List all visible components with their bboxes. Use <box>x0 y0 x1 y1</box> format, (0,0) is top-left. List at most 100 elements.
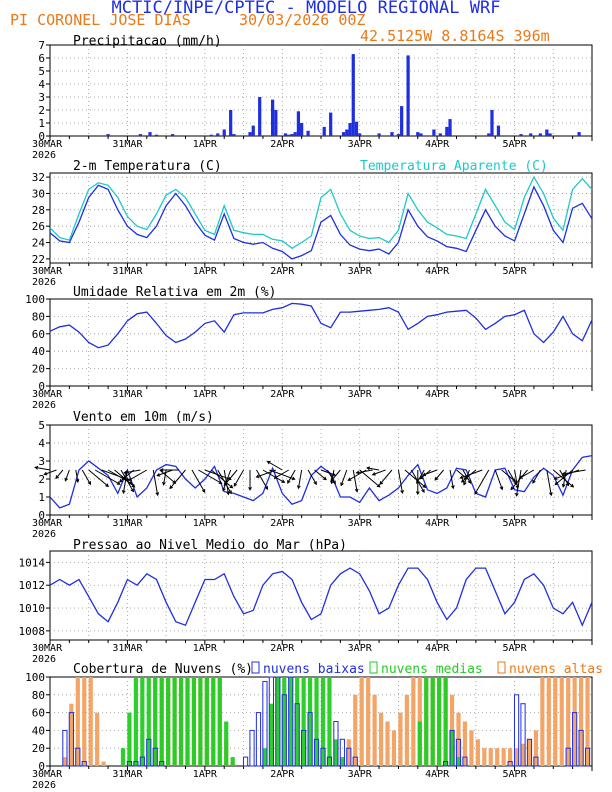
cloud-bar-nuvens-baixas <box>275 676 281 767</box>
cloud-bar-nuvens-baixas <box>565 747 571 767</box>
wind-vector-head <box>222 487 226 492</box>
precip-bar <box>577 132 581 136</box>
wind-vector-head <box>128 480 133 485</box>
wind-vector <box>262 469 285 483</box>
wind-vector-head <box>105 483 109 488</box>
rh-xtick-label: 1APR <box>193 389 218 400</box>
pres-xtick-label: 1APR <box>193 643 218 654</box>
wind-vector-head <box>570 483 575 488</box>
cloud-bar-nuvens-medias <box>456 757 461 766</box>
cloud-bar-nuvens-medias <box>133 677 138 766</box>
rh-ytick-label: 100 <box>25 293 45 306</box>
cloud-bar-nuvens-baixas <box>288 676 294 767</box>
wind-vector <box>562 469 586 475</box>
wind-vector <box>267 461 283 471</box>
precip-bar <box>354 121 359 136</box>
precip-xtick-label: 4APR <box>425 139 450 150</box>
wind-vector-head <box>255 474 260 478</box>
precip-ytick-label: 1 <box>38 117 45 130</box>
cloud-bar-nuvens-baixas <box>159 761 165 767</box>
cloud-bar-nuvens-baixas <box>152 747 158 767</box>
cloud-bar-nuvens-medias <box>198 677 203 766</box>
cloud-bar-nuvens-altas <box>69 703 74 766</box>
wind-vector <box>152 469 159 496</box>
wind-ytick-label: 0 <box>38 509 45 522</box>
cloud-bar-nuvens-medias <box>307 677 313 766</box>
wind-vector <box>372 469 386 476</box>
wind-vector-head <box>287 479 291 484</box>
cloud-bar-nuvens-altas <box>566 677 571 766</box>
cloud-legend-swatch <box>369 661 378 674</box>
cloud-year-label: 2026 <box>32 780 56 791</box>
rh-xtick-label: 3APR <box>348 389 373 400</box>
cloud-ytick-label: 0 <box>38 760 45 773</box>
wind-vector-head <box>127 477 132 481</box>
precip-bar <box>419 133 423 136</box>
cloud-bar-nuvens-baixas <box>268 676 274 767</box>
cloud-bar-nuvens-baixas <box>520 703 526 767</box>
cloud-bar-nuvens-baixas <box>133 761 139 767</box>
temp-ytick-label: 30 <box>32 187 45 200</box>
wind-vector-head <box>281 479 286 483</box>
precip-bar <box>396 134 401 136</box>
cloud-bar-nuvens-baixas <box>320 747 326 767</box>
cloud-bar-nuvens-altas <box>572 677 577 766</box>
wind-xtick-label: 30MAR <box>32 518 63 529</box>
cloud-bar-nuvens-altas <box>514 748 519 766</box>
wind-vector <box>124 469 141 474</box>
panel-wind: 0 1 2 3 4 5 30MAR 31MAR 1APR 2APR 3APR 4APR 5APR 2026… <box>32 410 593 540</box>
wind-vector <box>120 469 134 492</box>
wind-vector-head <box>229 484 234 489</box>
cloud-bar-nuvens-baixas <box>255 712 262 767</box>
cloud-bar-nuvens-baixas <box>462 756 468 767</box>
wind-vector-head <box>463 475 468 480</box>
precip-bar <box>329 112 333 136</box>
precip-bar <box>358 133 362 136</box>
wind-vector-head <box>419 475 424 480</box>
rh-xtick-label: 30MAR <box>32 389 63 400</box>
cloud-bar-nuvens-baixas <box>307 712 313 767</box>
precip-bar <box>148 132 152 136</box>
wind-vector-head <box>64 477 69 482</box>
wind-vector <box>356 469 373 474</box>
cloud-bar-nuvens-medias <box>443 677 448 766</box>
cloud-bar-nuvens-altas <box>404 694 409 766</box>
wind-vector-head <box>130 488 134 493</box>
precip-bar <box>251 125 255 136</box>
cloud-bar-nuvens-medias <box>217 677 222 766</box>
wind-vector <box>44 469 57 475</box>
cloud-bar-nuvens-altas <box>488 748 493 766</box>
temp-legend-label: Temperatura Aparente (C) <box>360 159 548 174</box>
wind-vector-head <box>415 491 420 496</box>
wind-vector <box>81 469 91 485</box>
cloud-bar-nuvens-altas <box>520 743 526 766</box>
precip-bar <box>274 110 278 136</box>
precip-bar <box>296 111 301 136</box>
precip-bar <box>377 133 381 136</box>
precip-bar <box>258 97 262 136</box>
wind-vector-head <box>123 470 128 475</box>
cloud-bar-nuvens-medias <box>211 677 216 766</box>
precip-bar <box>300 123 304 136</box>
cloud-bar-nuvens-medias <box>269 703 274 766</box>
cloud-bar-nuvens-altas <box>75 677 80 766</box>
wind-vector-head <box>467 479 472 484</box>
wind-vector <box>222 469 232 491</box>
wind-vector-head <box>330 477 335 482</box>
wind-vector <box>327 469 336 484</box>
wind-vector <box>191 469 206 493</box>
cloud-bar-nuvens-altas <box>495 748 500 766</box>
cloud-bar-nuvens-altas <box>88 677 93 766</box>
precip-bar <box>170 134 175 136</box>
wind-vector-head <box>354 488 359 493</box>
wind-title: Vento em 10m (m/s) <box>73 410 214 425</box>
cloud-bar-nuvens-medias <box>140 677 145 766</box>
cloud-bar-nuvens-baixas <box>313 738 320 767</box>
wind-vector-head <box>155 492 160 497</box>
wind-xtick-label: 31MAR <box>112 518 143 529</box>
cloud-bar-nuvens-baixas <box>333 721 339 767</box>
cloud-bar-nuvens-medias <box>127 712 132 766</box>
precip-bar <box>487 133 491 136</box>
wind-vector-head <box>118 478 123 483</box>
wind-vector-head <box>561 471 566 476</box>
